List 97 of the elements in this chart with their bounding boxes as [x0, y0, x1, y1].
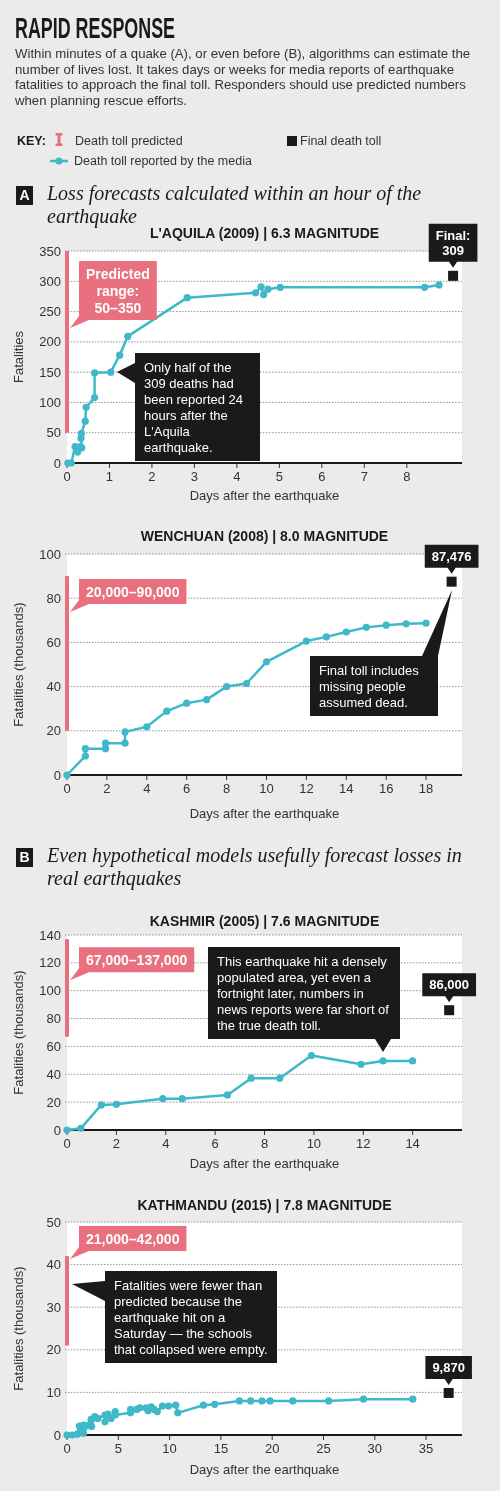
x-tick-label: 2 — [103, 781, 111, 796]
chart-title: WENCHUAN (2008) | 8.0 MAGNITUDE — [140, 528, 389, 544]
x-tick-label: 20 — [264, 1441, 280, 1456]
y-tick-label: 100 — [39, 983, 61, 999]
y-tick-label: 40 — [46, 1257, 61, 1273]
y-tick-label: 50 — [46, 1214, 61, 1230]
x-axis-title: Days after the earthquake — [189, 1462, 340, 1477]
text: RAPID RESPONSE — [15, 11, 284, 44]
x-tick-label: 0 — [63, 1136, 71, 1151]
annotation: 9,870 — [432, 1359, 465, 1375]
y-tick-label: 80 — [46, 1011, 61, 1027]
annotation: Only half of the 309 deaths had been reported 24 hours after the L'Aquila earthquake. — [144, 360, 244, 455]
chart-title: L'AQUILA (2009) | 6.3 MAGNITUDE — [149, 225, 380, 241]
x-tick-label: 6 — [211, 1136, 219, 1151]
legend-label: Final death toll — [300, 134, 382, 148]
y-axis-title: Fatalities (thousands) — [11, 970, 26, 1095]
x-tick-label: 1 — [105, 469, 114, 484]
y-tick-label: 350 — [39, 243, 61, 259]
y-tick-label: 10 — [46, 1384, 61, 1400]
annotation: 21,000–42,000 — [85, 1231, 180, 1248]
annotation: 67,000–137,000 — [86, 952, 188, 969]
y-tick-label: 20 — [46, 723, 61, 739]
y-tick-label: 100 — [39, 394, 61, 410]
y-tick-label: 40 — [46, 1066, 61, 1082]
x-tick-label: 2 — [148, 469, 156, 484]
x-tick-label: 8 — [260, 1136, 269, 1151]
y-tick-label: 20 — [46, 1094, 61, 1110]
x-tick-label: 14 — [339, 781, 354, 796]
y-tick-label: 50 — [46, 425, 61, 441]
y-tick-label: 250 — [39, 304, 61, 320]
annotation: Final: 309 — [435, 227, 471, 258]
x-tick-label: 0 — [63, 1441, 71, 1456]
legend-label: Death toll predicted — [75, 134, 183, 148]
annotation: 86,000 — [429, 977, 470, 993]
x-tick-label: 10 — [259, 781, 274, 796]
text: A — [19, 187, 30, 203]
chart-title: KASHMIR (2005) | 7.6 MAGNITUDE — [149, 913, 380, 929]
y-tick-label: 100 — [39, 546, 61, 562]
x-tick-label: 4 — [162, 1136, 170, 1151]
x-tick-label: 5 — [275, 469, 283, 484]
x-tick-label: 10 — [162, 1441, 177, 1456]
annotation: Fatalities were fewer than predicted because the earthquake hit on a Saturday — the schools that collapsed were empty. — [114, 1278, 268, 1357]
y-tick-label: 140 — [39, 927, 61, 943]
x-axis-title: Days after the earthquake — [189, 488, 340, 503]
y-tick-label: 40 — [46, 679, 61, 695]
x-tick-label: 15 — [213, 1441, 229, 1456]
y-axis-title: Fatalities (thousands) — [11, 1266, 26, 1391]
y-tick-label: 200 — [39, 334, 61, 350]
y-tick-label: 60 — [46, 634, 61, 650]
x-tick-label: 3 — [190, 469, 199, 484]
y-axis-title: Fatalities (thousands) — [11, 602, 26, 727]
x-tick-label: 35 — [418, 1441, 434, 1456]
text: Even hypothetical models usefully forecast losses in real earthquakes — [46, 844, 462, 890]
x-tick-label: 2 — [112, 1136, 120, 1151]
x-axis-title: Days after the earthquake — [189, 806, 340, 821]
chart-title: KATHMANDU (2015) | 7.8 MAGNITUDE — [137, 1197, 392, 1213]
y-tick-label: 30 — [46, 1299, 61, 1315]
text: Within minutes of a quake (A), or even before (B), algorithms can estimate the number of lives lost. It takes days or weeks for media reports of earthquake fatalities to approach the final toll. Responders should use predicted numbers when planning rescue efforts. — [14, 46, 471, 108]
text: Loss forecasts calculated within an hour of the earthquake — [46, 182, 422, 228]
x-tick-label: 30 — [367, 1441, 383, 1456]
y-tick-label: 20 — [46, 1342, 61, 1358]
y-tick-label: 60 — [46, 1038, 61, 1054]
y-axis-title: Fatalities — [11, 330, 26, 384]
x-tick-label: 12 — [299, 781, 314, 796]
y-tick-label: 0 — [53, 767, 61, 783]
y-tick-label: 300 — [39, 273, 61, 289]
x-axis-title: Days after the earthquake — [189, 1156, 340, 1171]
x-tick-label: 12 — [356, 1136, 371, 1151]
legend-label: Death toll reported by the media — [74, 154, 252, 168]
y-tick-label: 0 — [53, 1122, 61, 1138]
y-tick-label: 0 — [53, 455, 61, 471]
x-tick-label: 0 — [63, 781, 71, 796]
x-tick-label: 18 — [418, 781, 434, 796]
x-tick-label: 5 — [114, 1441, 122, 1456]
x-tick-label: 8 — [222, 781, 231, 796]
x-tick-label: 8 — [403, 469, 411, 484]
x-tick-label: 4 — [143, 781, 151, 796]
x-tick-label: 10 — [306, 1136, 322, 1151]
x-tick-label: 0 — [63, 469, 71, 484]
x-tick-label: 14 — [405, 1136, 420, 1151]
x-tick-label: 25 — [316, 1441, 331, 1456]
x-tick-label: 6 — [318, 469, 326, 484]
annotation: Final toll includes missing people assumed dead. — [319, 663, 420, 710]
x-tick-label: 7 — [360, 469, 368, 484]
y-tick-label: 0 — [53, 1427, 61, 1443]
y-tick-label: 150 — [39, 364, 61, 380]
text: B — [19, 849, 30, 865]
y-tick-label: 120 — [39, 955, 61, 971]
legend-title: KEY: — [17, 134, 46, 148]
annotation: 20,000–90,000 — [85, 584, 180, 601]
annotation: This earthquake hit a densely populated area, yet even a fortnight later, numbers in news reports were far short of the true death toll. — [217, 954, 390, 1033]
annotation: 87,476 — [431, 548, 472, 564]
x-tick-label: 6 — [183, 781, 191, 796]
x-tick-label: 4 — [233, 469, 241, 484]
annotation: Predicted range: 50–350 — [85, 266, 150, 316]
y-tick-label: 80 — [46, 590, 61, 606]
x-tick-label: 16 — [378, 781, 394, 796]
